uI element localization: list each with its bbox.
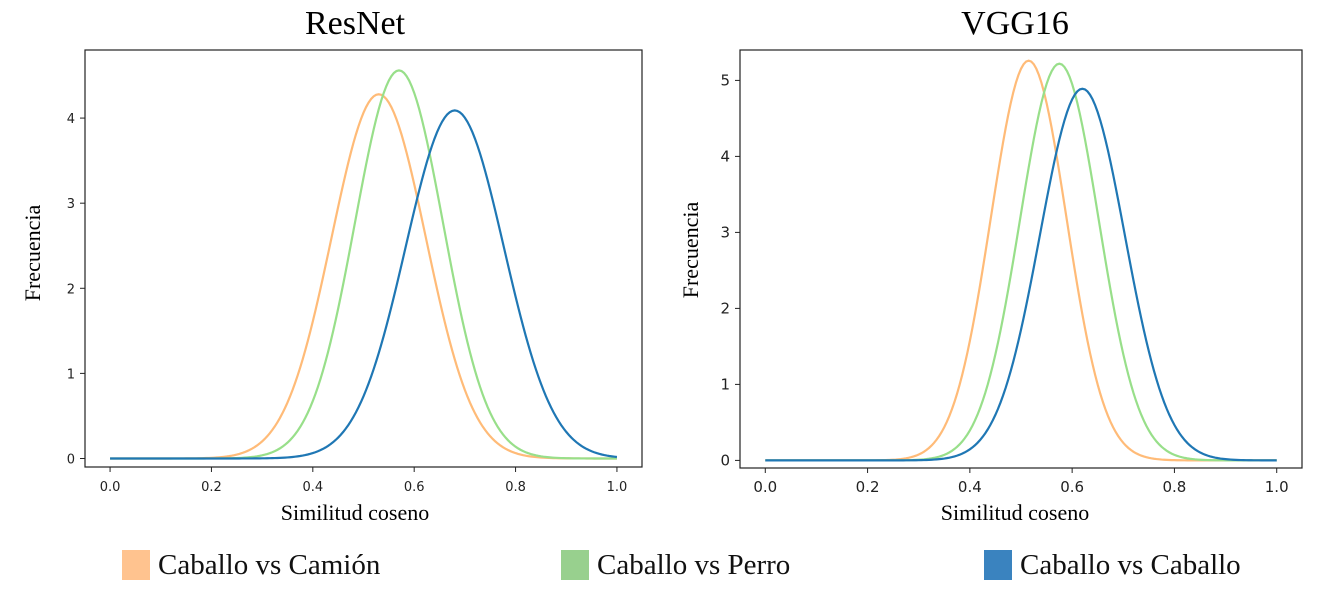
x-tick-label: 0.0 bbox=[100, 480, 121, 495]
y-tick-label: 2 bbox=[67, 282, 75, 297]
y-axis-label: Frecuencia bbox=[20, 205, 45, 302]
chart-title: ResNet bbox=[305, 5, 406, 42]
y-tick-label: 1 bbox=[720, 375, 730, 393]
legend-swatch-caballo bbox=[984, 550, 1012, 580]
legend-item-caballo: Caballo vs Caballo bbox=[984, 548, 1241, 582]
x-tick-label: 0.0 bbox=[753, 478, 777, 496]
x-tick-label: 1.0 bbox=[1265, 478, 1289, 496]
chart-resnet: ResNet 0.0 0.2 0.4 0.6 0.8 1.0 0 1 2 3 4 Similitud c… bbox=[20, 5, 643, 525]
x-tick-label: 0.8 bbox=[1162, 478, 1186, 496]
x-axis-label: Similitud coseno bbox=[281, 500, 430, 525]
y-tick-label: 3 bbox=[720, 223, 730, 241]
x-axis-label: Similitud coseno bbox=[941, 500, 1090, 525]
x-tick-label: 1.0 bbox=[607, 480, 628, 495]
series-line-0 bbox=[765, 59, 1277, 462]
x-tick-label: 0.6 bbox=[404, 480, 425, 495]
series-line-1 bbox=[765, 62, 1277, 462]
y-tick-label: 0 bbox=[720, 451, 730, 469]
legend: Caballo vs Camión Caballo vs Perro Cabal… bbox=[0, 540, 1330, 590]
series-line-1 bbox=[110, 69, 617, 460]
series-line-2 bbox=[765, 87, 1277, 462]
plot-frame bbox=[84, 49, 643, 468]
x-tick-label: 0.6 bbox=[1060, 478, 1084, 496]
x-tick-label: 0.8 bbox=[505, 480, 526, 495]
y-tick-label: 1 bbox=[67, 367, 75, 382]
series-line-2 bbox=[110, 109, 618, 460]
legend-item-camion: Caballo vs Camión bbox=[122, 548, 380, 582]
legend-swatch-camion bbox=[122, 550, 150, 580]
legend-label-caballo: Caballo vs Caballo bbox=[1020, 548, 1241, 581]
y-axis-label: Frecuencia bbox=[678, 202, 703, 299]
y-tick-label: 3 bbox=[67, 197, 75, 212]
plot-frame bbox=[739, 49, 1303, 469]
x-tick-label: 0.2 bbox=[856, 478, 880, 496]
x-tick-label: 0.2 bbox=[201, 480, 222, 495]
y-tick-label: 0 bbox=[67, 452, 75, 467]
y-tick-label: 4 bbox=[67, 112, 75, 127]
legend-label-camion: Caballo vs Camión bbox=[158, 548, 381, 581]
x-tick-label: 0.4 bbox=[302, 480, 323, 495]
legend-swatch-perro bbox=[561, 550, 589, 580]
chart-title: VGG16 bbox=[961, 5, 1069, 42]
series-line-0 bbox=[110, 93, 617, 460]
y-tick-label: 4 bbox=[720, 147, 730, 165]
legend-item-perro: Caballo vs Perro bbox=[561, 548, 790, 582]
chart-vgg16: VGG16 0.0 0.2 0.4 0.6 0.8 1.0 0 1 2 3 4 5 Similitud c… bbox=[678, 5, 1303, 525]
y-tick-label: 5 bbox=[720, 71, 730, 89]
legend-label-perro: Caballo vs Perro bbox=[597, 548, 791, 581]
y-tick-label: 2 bbox=[720, 299, 730, 317]
x-tick-label: 0.4 bbox=[958, 478, 982, 496]
